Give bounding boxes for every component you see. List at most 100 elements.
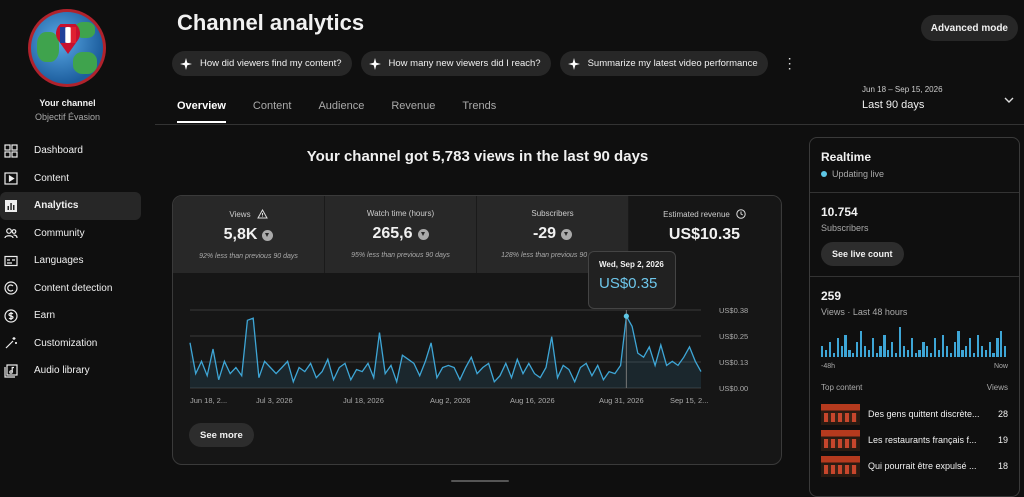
views-label: Views · Last 48 hours	[821, 307, 908, 317]
sidebar-item-content-detection[interactable]: Content detection	[0, 275, 141, 303]
revenue-line-chart[interactable]: US$0.38 US$0.25 US$0.13 US$0.00 Jun 18, 2...…	[173, 296, 782, 411]
sidebar-item-content[interactable]: Content	[0, 165, 141, 193]
top-content-row[interactable]: Les restaurants français f... 19	[821, 428, 1008, 452]
realtime-status: Updating live	[821, 169, 1008, 179]
sidebar-item-label: Customization	[34, 337, 98, 349]
realtime-bar	[879, 345, 882, 357]
divider	[810, 192, 1019, 193]
realtime-bar	[910, 338, 913, 357]
clock-icon	[736, 209, 746, 219]
tabs-divider	[155, 124, 1024, 125]
sidebar-item-earn[interactable]: Earn	[0, 302, 141, 330]
metric-views[interactable]: Views 5,8K 92% less than previous 90 day…	[173, 196, 325, 273]
tab-overview[interactable]: Overview	[177, 100, 226, 123]
realtime-bar	[883, 334, 886, 357]
realtime-bar	[937, 349, 941, 357]
metrics-card: Views 5,8K 92% less than previous 90 day…	[172, 195, 782, 465]
metric-value: 265,6	[372, 225, 413, 242]
video-views: 19	[997, 435, 1008, 445]
chip-label: How many new viewers did I reach?	[388, 58, 541, 69]
series-line	[189, 314, 702, 385]
realtime-bar	[969, 338, 972, 357]
sidebar-item-label: Audio library	[34, 365, 90, 377]
overview-headline: Your channel got 5,783 views in the last…	[306, 148, 649, 165]
channel-avatar[interactable]	[28, 9, 106, 87]
top-content-row[interactable]: Des gens quittent discrète... 28	[821, 402, 1008, 426]
realtime-bar	[840, 345, 843, 357]
x-tick-label: Jul 3, 2026	[256, 396, 293, 405]
realtime-bar	[949, 353, 952, 357]
video-title: Des gens quittent discrète...	[868, 409, 980, 419]
video-title: Les restaurants français f...	[868, 435, 977, 445]
chip-summarize[interactable]: Summarize my latest video performance	[559, 51, 768, 76]
realtime-bar	[887, 349, 890, 357]
tab-audience[interactable]: Audience	[318, 100, 365, 112]
realtime-bar	[965, 345, 968, 357]
copyright-icon	[4, 281, 18, 295]
metric-comparison: 128% less than previous 90 days	[501, 252, 604, 259]
x-tick-label: Jun 18, 2...	[190, 396, 227, 405]
realtime-bar	[945, 345, 948, 357]
sidebar-item-languages[interactable]: Languages	[0, 247, 141, 275]
see-live-count-button[interactable]: See live count	[821, 242, 904, 266]
top-content-row[interactable]: Qui pourrait être expulsé ... 18	[821, 454, 1008, 478]
channel-handle: Objectif Évasion	[34, 112, 101, 122]
chip-viewers-find[interactable]: How did viewers find my content?	[172, 51, 352, 76]
axis-start: -48h	[821, 363, 836, 370]
realtime-bar	[930, 353, 933, 357]
video-thumbnail	[821, 403, 860, 425]
realtime-bar	[972, 353, 976, 357]
realtime-bar	[824, 349, 828, 357]
realtime-bar	[1004, 345, 1007, 357]
realtime-bar	[875, 353, 878, 357]
realtime-bar	[906, 349, 909, 357]
realtime-bar	[852, 353, 855, 357]
metric-tabs: Views 5,8K 92% less than previous 90 day…	[173, 196, 781, 273]
languages-icon	[4, 255, 18, 266]
realtime-bar	[867, 349, 871, 357]
arrow-down-icon	[262, 229, 274, 241]
sidebar-item-customization[interactable]: Customization	[0, 330, 141, 358]
realtime-bar	[914, 353, 917, 357]
sidebar-item-label: Analytics	[34, 200, 79, 212]
sidebar-item-label: Dashboard	[34, 145, 83, 157]
tab-revenue[interactable]: Revenue	[391, 100, 436, 112]
views-count: 259	[821, 289, 842, 303]
realtime-title: Realtime	[821, 150, 872, 164]
realtime-bar	[984, 349, 987, 357]
realtime-bar-chart[interactable]	[821, 323, 1008, 357]
tab-content[interactable]: Content	[252, 100, 292, 112]
realtime-bar	[926, 345, 929, 357]
sidebar-item-dashboard[interactable]: Dashboard	[0, 137, 141, 165]
chevron-down-icon[interactable]	[1004, 95, 1014, 105]
video-thumbnail	[821, 429, 860, 451]
top-content-header: Top content Views	[821, 383, 1008, 392]
realtime-bar	[821, 345, 824, 357]
y-tick-label: US$0.00	[719, 384, 748, 393]
realtime-bar	[992, 353, 995, 357]
arrow-down-icon	[561, 228, 573, 240]
realtime-bar	[941, 334, 945, 357]
advanced-mode-button[interactable]: Advanced mode	[920, 15, 1018, 41]
sidebar-item-community[interactable]: Community	[0, 220, 141, 248]
sidebar-item-label: Earn	[34, 310, 56, 322]
realtime-bar	[895, 353, 898, 357]
chart-tooltip: Wed, Sep 2, 2026 US$0.35	[588, 251, 676, 309]
more-options-icon[interactable]: ⋮	[782, 55, 797, 71]
live-dot-icon	[821, 171, 827, 177]
chip-new-viewers[interactable]: How many new viewers did I reach?	[360, 51, 551, 76]
sidebar-item-label: Community	[34, 227, 85, 239]
sidebar-item-analytics[interactable]: Analytics	[0, 192, 141, 220]
tab-trends[interactable]: Trends	[462, 100, 497, 112]
realtime-bar	[1000, 330, 1003, 357]
community-icon	[4, 228, 18, 239]
chip-label: Summarize my latest video performance	[587, 58, 758, 69]
realtime-bar	[832, 353, 835, 357]
see-more-button[interactable]: See more	[189, 423, 254, 447]
chip-label: How did viewers find my content?	[200, 58, 342, 69]
sparkle-icon	[567, 57, 580, 70]
sidebar-item-audio-library[interactable]: Audio library	[0, 357, 141, 385]
date-range-picker[interactable]: Jun 18 – Sep 15, 2026 Last 90 days	[862, 85, 943, 111]
axis-end: Now	[993, 363, 1008, 370]
metric-watch-time[interactable]: Watch time (hours) 265,6 95% less than p…	[325, 196, 477, 273]
